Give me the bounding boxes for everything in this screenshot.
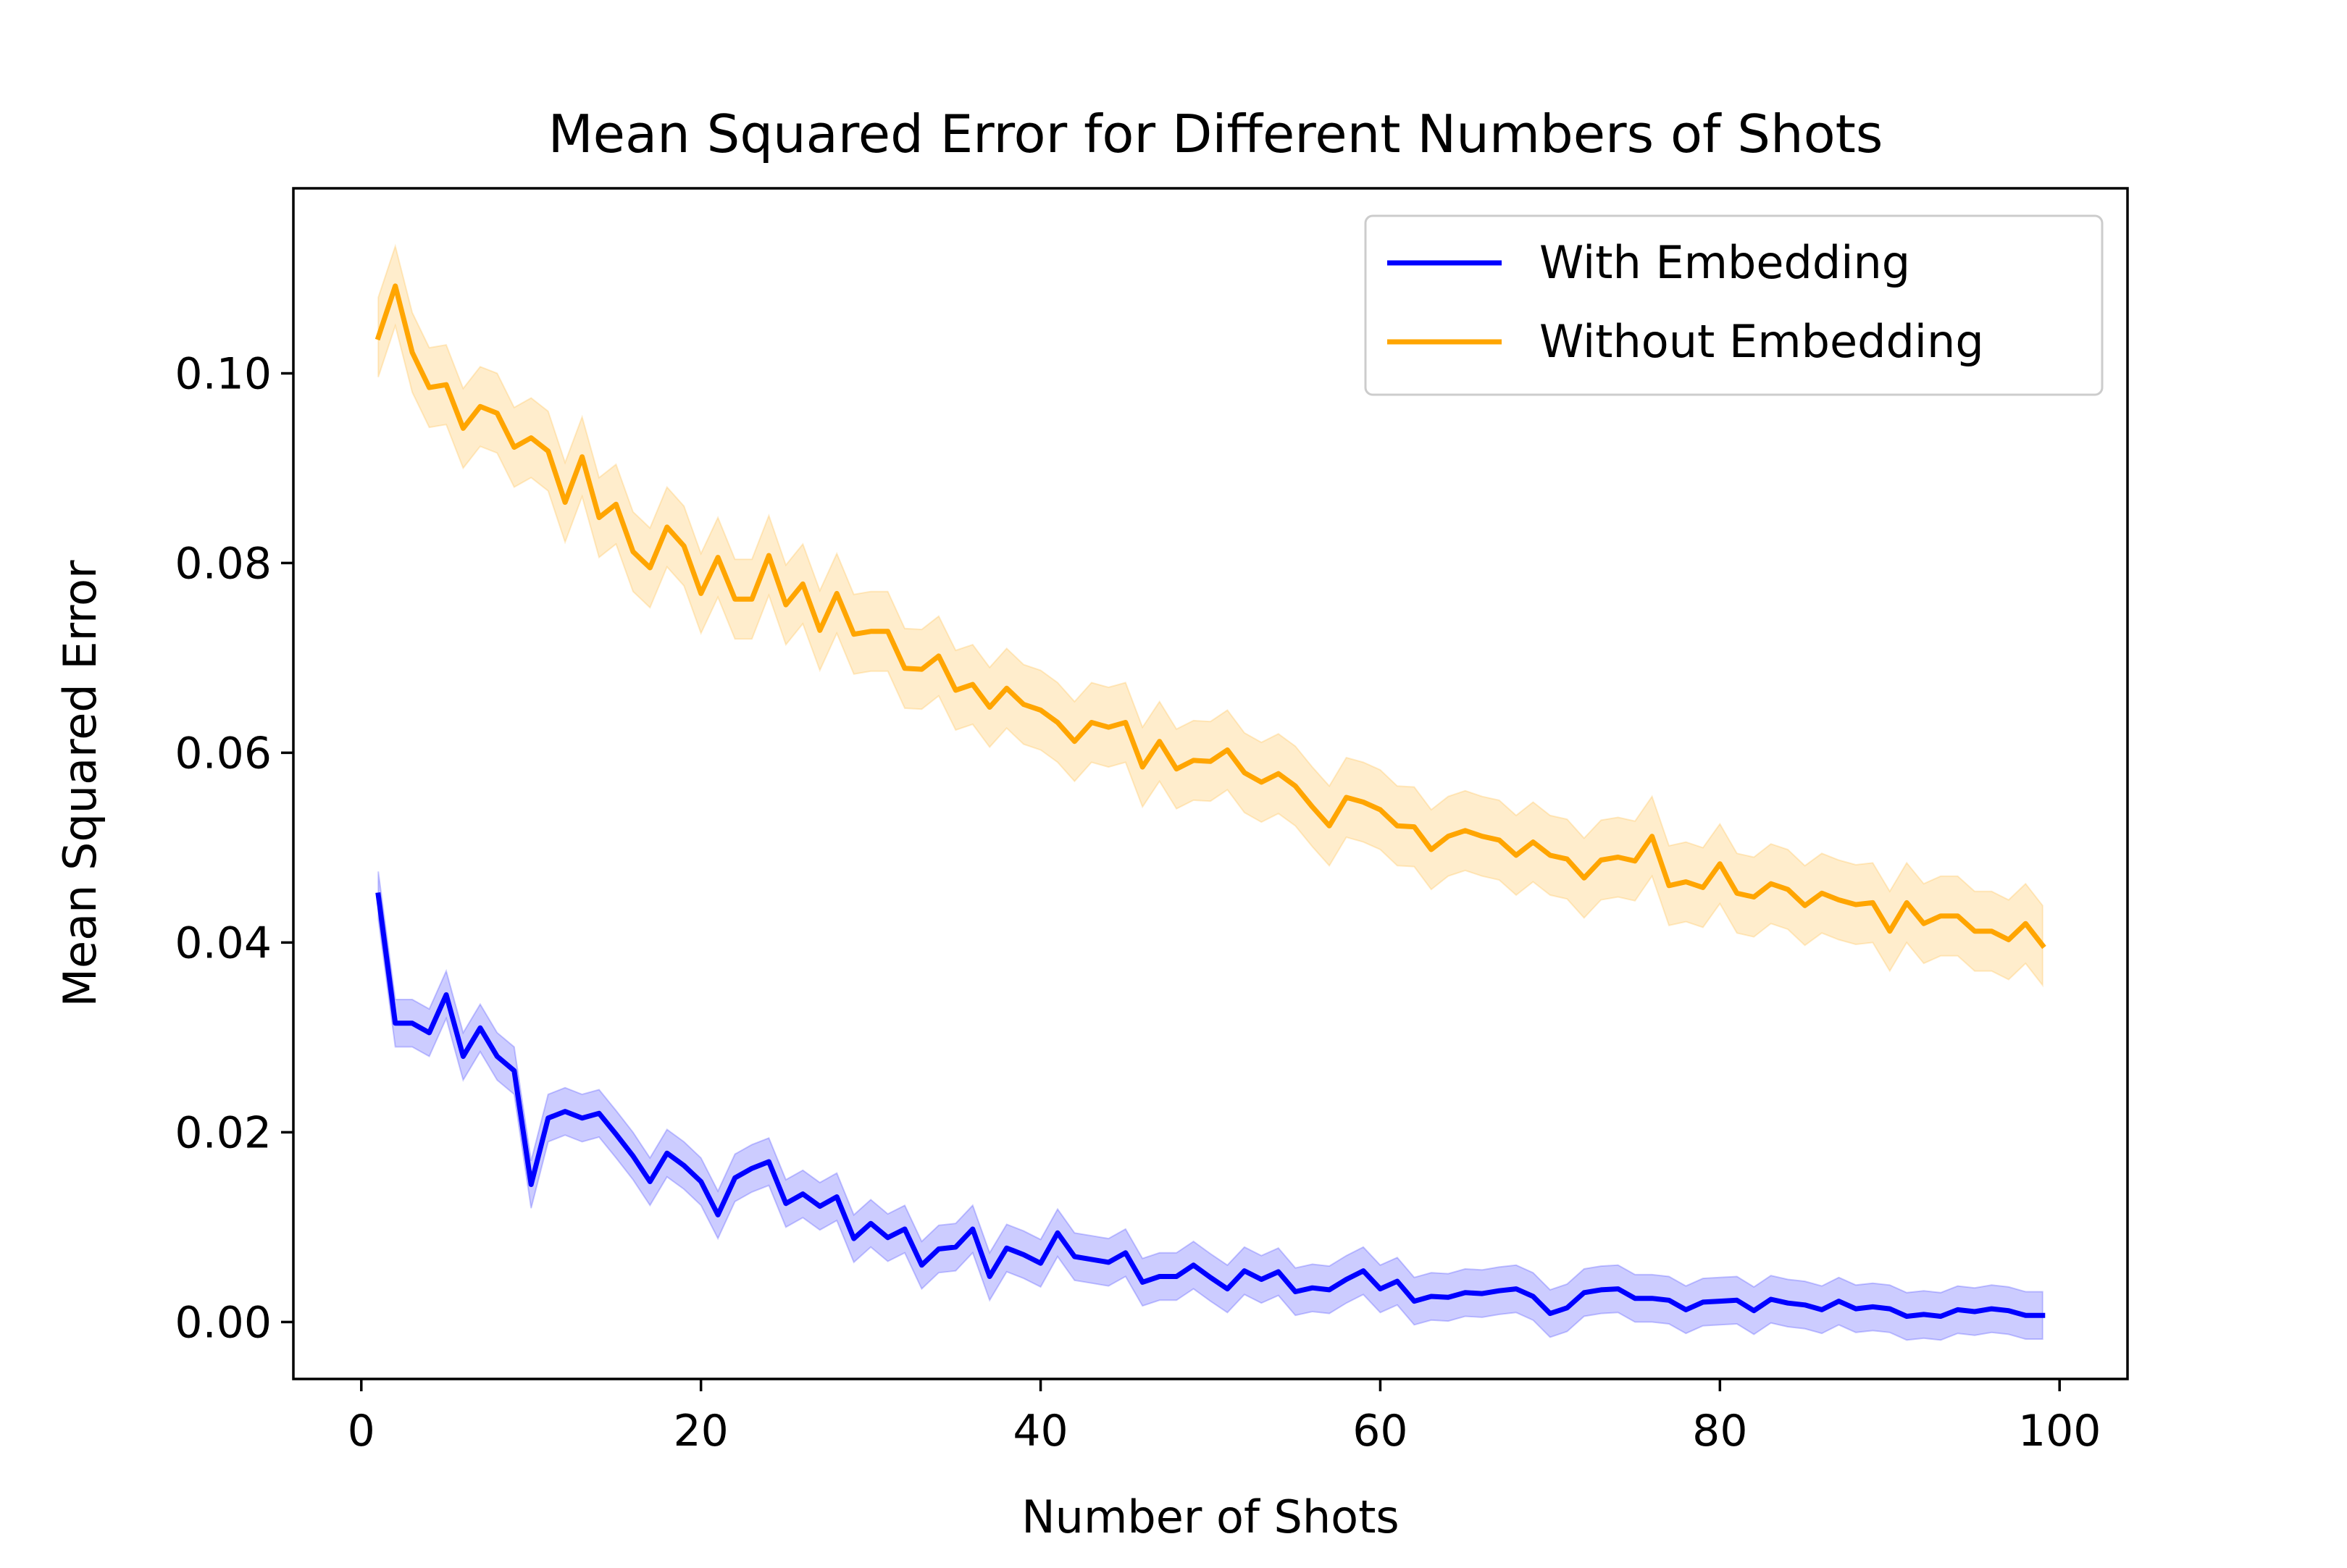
legend-label-with-embedding: With Embedding xyxy=(1539,236,1910,289)
x-tick-label: 0 xyxy=(348,1406,375,1456)
x-tick-label: 20 xyxy=(673,1406,728,1456)
chart-title: Mean Squared Error for Different Numbers… xyxy=(548,104,1883,164)
legend-label-without-embedding: Without Embedding xyxy=(1539,315,1984,368)
y-tick-label: 0.10 xyxy=(175,348,272,399)
band-with-embedding xyxy=(377,871,2043,1341)
legend: With Embedding Without Embedding xyxy=(1364,214,2104,396)
y-tick-label: 0.06 xyxy=(175,728,272,779)
legend-box xyxy=(1364,214,2104,396)
x-axis-ticks: 0 20 40 60 80 100 xyxy=(348,1379,2101,1456)
x-axis-label: Number of Shots xyxy=(1021,1491,1399,1543)
x-tick-label: 40 xyxy=(1013,1406,1068,1456)
y-tick-label: 0.08 xyxy=(175,538,272,589)
x-tick-label: 60 xyxy=(1352,1406,1407,1456)
plot-area-frame xyxy=(292,187,2129,1380)
y-axis-ticks: 0.00 0.02 0.04 0.06 0.08 0.10 xyxy=(175,348,293,1348)
series-line-without-embedding xyxy=(375,283,2046,949)
series-lines xyxy=(375,283,2046,1319)
y-axis-label: Mean Squared Error xyxy=(54,560,106,1007)
y-tick-label: 0.00 xyxy=(175,1297,272,1348)
y-tick-label: 0.04 xyxy=(175,918,272,968)
x-tick-label: 80 xyxy=(1692,1406,1747,1456)
y-tick-label: 0.02 xyxy=(175,1107,272,1158)
x-tick-label: 100 xyxy=(2018,1406,2101,1456)
series-line-with-embedding xyxy=(375,892,2046,1319)
